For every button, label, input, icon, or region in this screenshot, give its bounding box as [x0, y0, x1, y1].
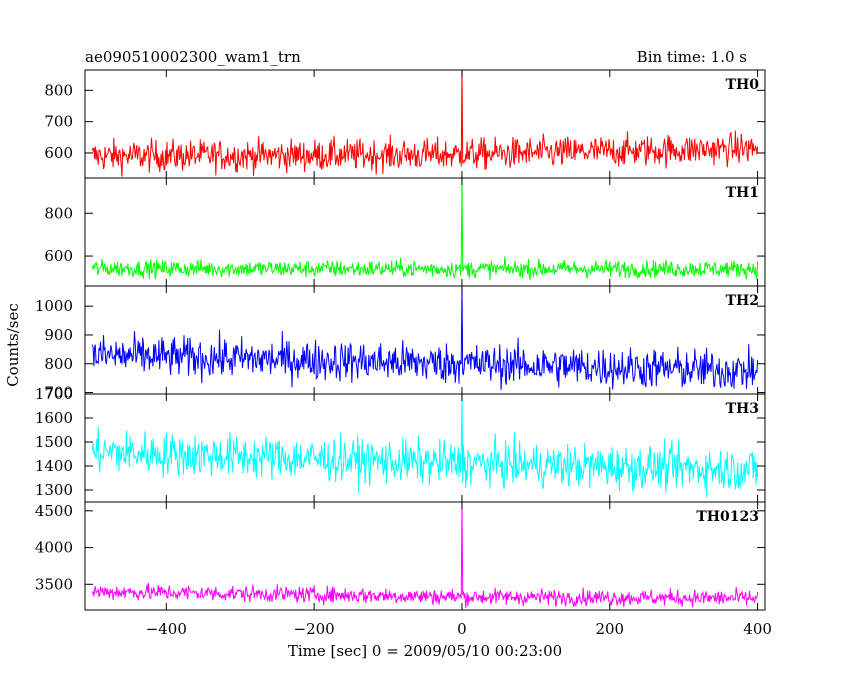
x-tick-label: 200	[595, 620, 624, 638]
panel-label: TH0	[726, 77, 760, 93]
y-tick-label: 700	[44, 384, 73, 402]
y-tick-label: 800	[44, 81, 73, 99]
x-axis: −400 −200 0 200 400	[146, 620, 772, 638]
panel-frame	[84, 69, 766, 179]
panel-th0: 600 700 800 TH0	[44, 69, 766, 179]
chart-title: ae090510002300_wam1_trn	[85, 48, 301, 66]
panel-frame	[84, 285, 766, 395]
y-tick-label: 1600	[35, 409, 73, 427]
y-tick-label: 1700	[35, 385, 73, 403]
y-tick-label: 600	[44, 247, 73, 265]
x-axis-label: Time [sec] 0 = 2009/05/10 00:23:00	[288, 642, 562, 660]
panel-th3: 1300 1400 1500 1600 1700 TH3	[35, 385, 766, 503]
x-tick-label: 400	[743, 620, 772, 638]
panel-th2: 700 800 900 1000 TH2	[35, 285, 766, 402]
panel-label: TH1	[726, 185, 759, 201]
y-tick-label: 4500	[35, 502, 73, 520]
y-tick-label: 3500	[35, 575, 73, 593]
y-tick-label: 1500	[35, 433, 73, 451]
series-line-th0123	[91, 502, 759, 609]
x-tick-label: 0	[457, 620, 467, 638]
y-tick-label: 4000	[35, 539, 73, 557]
series-line-th0	[91, 70, 759, 177]
series-line-th3	[91, 394, 759, 498]
panel-label: TH2	[726, 293, 759, 309]
y-tick-label: 1400	[35, 457, 73, 475]
y-tick-label: 800	[44, 355, 73, 373]
x-tick-label: −400	[146, 620, 187, 638]
y-axis-label: Counts/sec	[4, 303, 22, 387]
panel-th1: 600 800 TH1	[44, 177, 766, 287]
bin-time-label: Bin time: 1.0 s	[637, 48, 747, 66]
panels: 600 700 800 TH0 600 800 TH1 700 800 900 1000 TH2 130…	[35, 69, 766, 611]
panel-frame	[84, 501, 766, 611]
series-line-th1	[91, 178, 759, 281]
panel-label: TH3	[726, 401, 759, 417]
y-tick-label: 800	[44, 204, 73, 222]
y-tick-label: 600	[44, 144, 73, 162]
panel-frame	[84, 393, 766, 503]
y-tick-label: 1300	[35, 481, 73, 499]
y-tick-label: 1000	[35, 297, 73, 315]
x-tick-label: −200	[294, 620, 335, 638]
panel-label: TH0123	[696, 509, 759, 525]
y-tick-label: 700	[44, 113, 73, 131]
panel-th0123: 3500 4000 4500 TH0123	[35, 501, 766, 611]
series-line-th2	[91, 286, 759, 391]
y-tick-label: 900	[44, 326, 73, 344]
